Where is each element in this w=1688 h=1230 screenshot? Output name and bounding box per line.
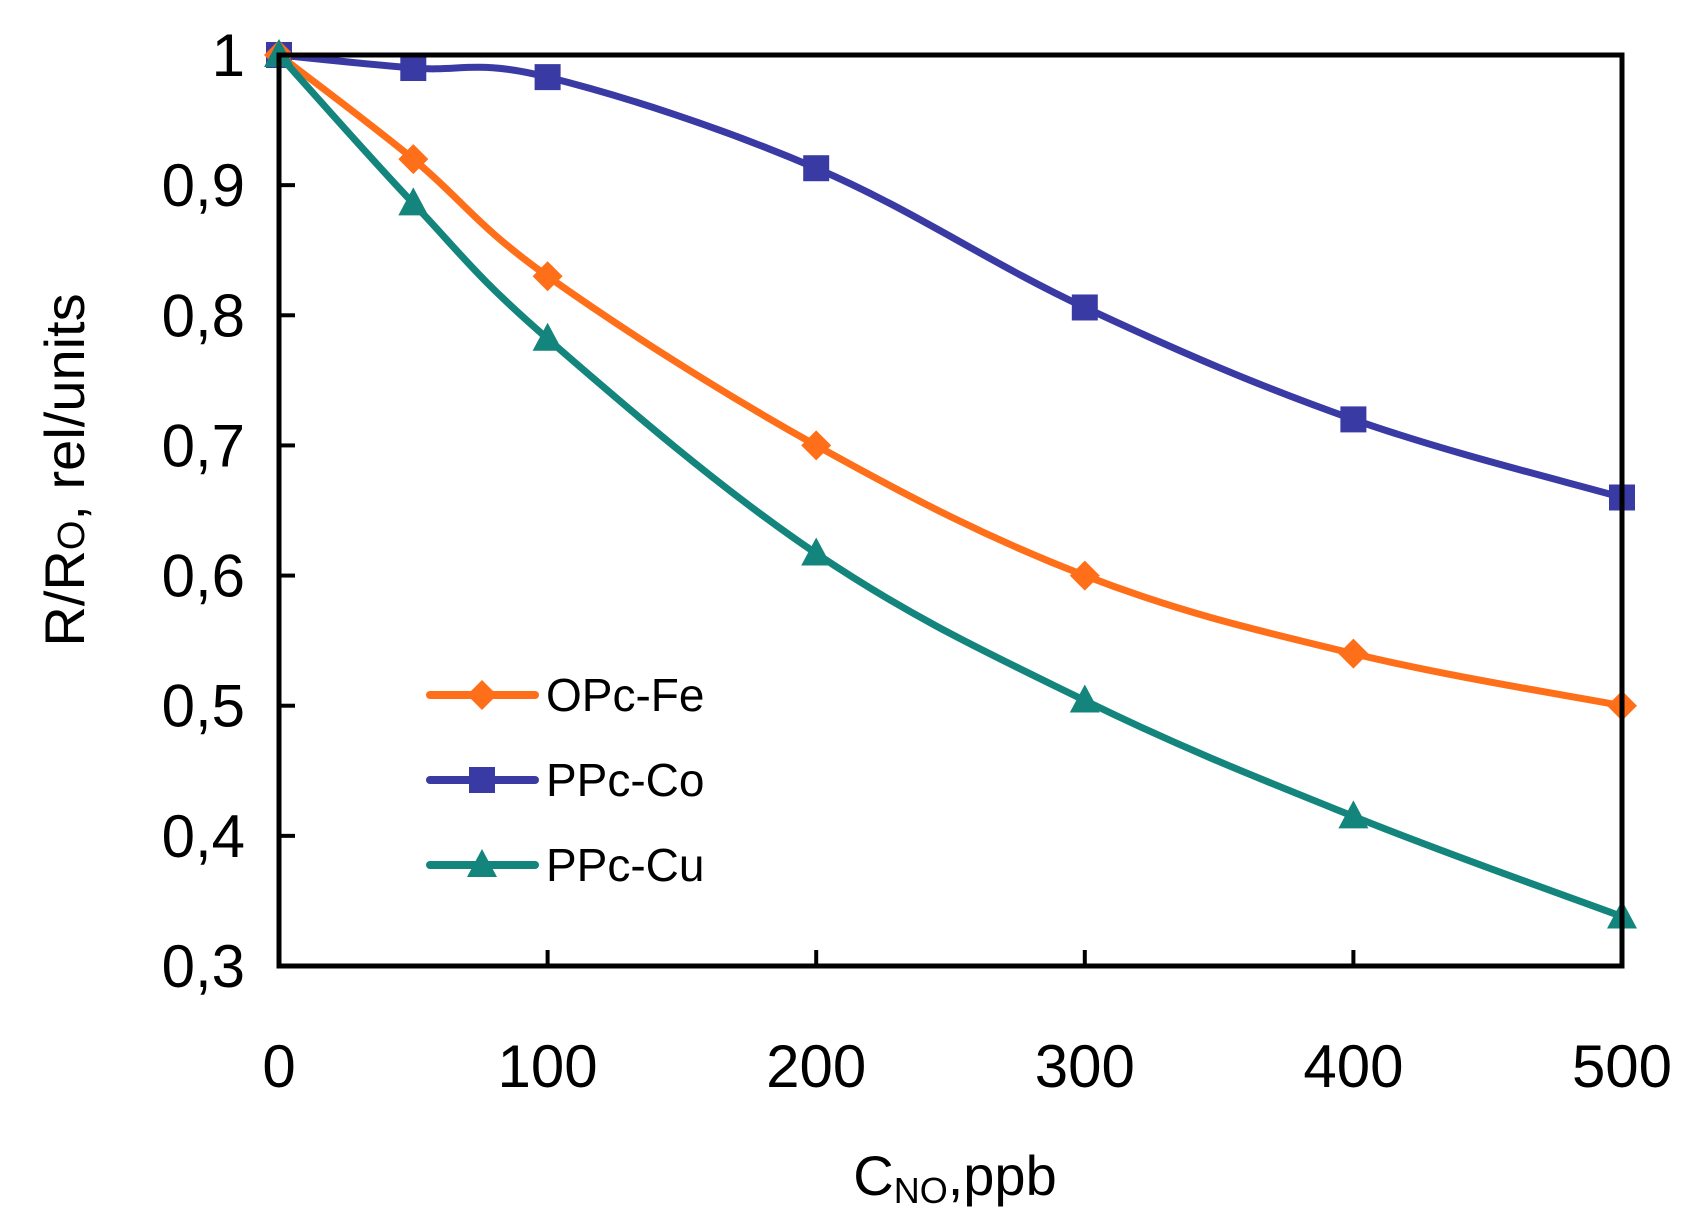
y-axis-label-subscript: O <box>51 521 93 551</box>
plot-frame <box>276 52 1625 969</box>
data-point-OPc-Fe <box>398 144 429 175</box>
x-axis-label: CNO,ppb <box>853 1144 1056 1211</box>
x-tick-label: 0 <box>262 1033 295 1100</box>
data-point-PPc-Co <box>1071 294 1098 321</box>
data-point-PPc-Co <box>400 55 427 82</box>
y-tick-label: 0,3 <box>162 933 245 1000</box>
y-tick-label: 0,6 <box>162 543 245 610</box>
data-point-PPc-Cu <box>1338 800 1369 829</box>
data-point-PPc-Co <box>1340 406 1367 433</box>
y-axis-label: R/RO, rel/units <box>33 293 96 646</box>
data-point-OPc-Fe <box>532 261 563 292</box>
x-tick-label: 400 <box>1303 1033 1403 1100</box>
y-tick-label: 0,9 <box>162 152 245 219</box>
legend-swatch-marker <box>467 849 497 877</box>
y-tick-label: 0,5 <box>162 673 245 740</box>
legend-label: PPc-Cu <box>546 839 704 891</box>
x-axis-label-subscript: NO <box>894 1170 948 1211</box>
data-point-PPc-Cu <box>398 187 429 216</box>
series-line-OPc-Fe <box>275 51 1626 710</box>
plot-marks <box>264 39 1637 929</box>
y-axis-label-rest: , rel/units <box>33 293 96 520</box>
y-tick-label: 0,4 <box>162 803 245 870</box>
x-axis-label-rest: ,ppb <box>948 1144 1057 1207</box>
data-point-PPc-Cu <box>532 322 563 351</box>
data-point-OPc-Fe <box>1069 560 1100 591</box>
legend-swatch-marker <box>467 680 497 710</box>
data-point-PPc-Cu <box>1069 684 1100 713</box>
x-axis-label-main: C <box>853 1144 893 1207</box>
legend-label: PPc-Co <box>546 754 704 806</box>
legend-swatch-marker <box>469 767 495 793</box>
data-point-PPc-Co <box>803 155 830 182</box>
y-tick-label: 1 <box>212 22 245 89</box>
axis-ticks: 0,3 0,4 0,5 0,6 0,7 0,8 0,9 1 0 100 200 300 400 500 <box>162 22 1672 1100</box>
x-tick-label: 100 <box>498 1033 598 1100</box>
y-axis-label-main: R/R <box>33 550 96 646</box>
x-tick-label: 300 <box>1035 1033 1135 1100</box>
data-point-PPc-Cu <box>801 537 832 566</box>
data-point-OPc-Fe <box>801 430 832 461</box>
y-tick-label: 0,7 <box>162 412 245 479</box>
data-point-OPc-Fe <box>1338 638 1369 669</box>
legend-label: OPc-Fe <box>546 669 704 721</box>
x-tick-label: 200 <box>766 1033 866 1100</box>
data-point-PPc-Co <box>534 64 561 91</box>
y-tick-label: 0,8 <box>162 282 245 349</box>
chart-legend: OPc-Fe PPc-Co PPc-Cu <box>426 669 704 891</box>
x-tick-label: 500 <box>1572 1033 1672 1100</box>
